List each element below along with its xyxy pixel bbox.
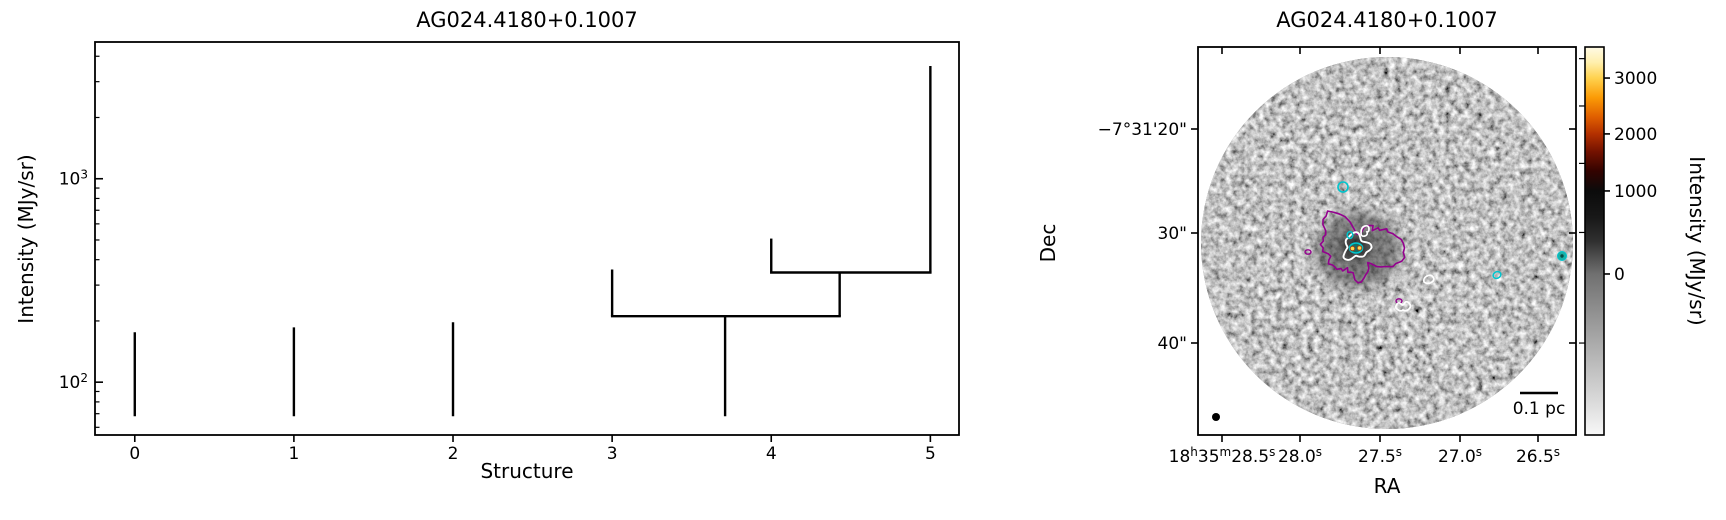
ra-tick-label: 28.0s	[1278, 445, 1322, 467]
left-y-axis-label: Intensity (MJy/sr)	[14, 154, 38, 324]
source-peak-dot	[1349, 245, 1356, 252]
colorbar-tick-label: 1000	[1614, 182, 1657, 202]
white-contour-small	[1394, 300, 1412, 312]
right-axes-frame	[1197, 46, 1577, 436]
beam-marker	[1212, 413, 1220, 421]
left-x-axis-label: Structure	[480, 459, 574, 483]
colorbar-strip	[1584, 46, 1605, 436]
dendrogram	[133, 66, 932, 417]
left-panel-title: AG024.4180+0.1007	[416, 8, 638, 32]
map-image-group	[1201, 57, 1573, 429]
white-contour-central	[1342, 231, 1373, 261]
dec-tick-label: −7°31'20"	[1098, 120, 1187, 140]
x-tick-label: 2	[448, 444, 459, 464]
white-contour-small	[1360, 224, 1370, 238]
source-peak-dot	[1356, 245, 1363, 251]
dec-tick-label: 40"	[1158, 334, 1187, 354]
white-contour-small	[1422, 274, 1435, 285]
right-x-axis-label: RA	[1373, 474, 1401, 498]
y-tick-label: 102	[59, 371, 88, 393]
magenta-contour-small	[1304, 249, 1312, 255]
ra-tick-label: 26.5s	[1516, 445, 1560, 467]
dec-tick-label: 30"	[1158, 224, 1187, 244]
magenta-contour	[1319, 210, 1406, 284]
dendrogram-panel: 102 103 0 1 2 3 4 5	[59, 41, 960, 464]
ra-tick-label: 27.0s	[1438, 445, 1482, 467]
contours	[1304, 181, 1567, 312]
right-panel-title: AG024.4180+0.1007	[1276, 8, 1498, 32]
colorbar-label: Intensity (MJy/sr)	[1685, 156, 1709, 326]
scalebar-label: 0.1 pc	[1512, 399, 1566, 419]
y-tick-label: 103	[59, 168, 88, 190]
ra-tick-label: 18h35m28.5s	[1169, 445, 1276, 467]
x-tick-label: 5	[925, 444, 936, 464]
colorbar-tick-label: 3000	[1614, 69, 1657, 89]
x-tick-label: 1	[288, 444, 299, 464]
x-tick-label: 0	[129, 444, 140, 464]
left-axes-frame	[94, 41, 960, 436]
cyan-contour	[1337, 181, 1349, 193]
x-tick-label: 4	[766, 444, 777, 464]
cyan-contour-small	[1346, 230, 1354, 240]
colorbar-tick-label: 0	[1614, 265, 1625, 285]
x-tick-label: 3	[607, 444, 618, 464]
colorbar: 3000 2000 1000 0	[1579, 46, 1657, 436]
cyan-dot-center	[1560, 254, 1564, 258]
colorbar-tick-label: 2000	[1614, 125, 1657, 145]
cyan-contour-small	[1492, 270, 1502, 280]
map-panel: 18h35m28.5s 28.0s 27.5s 27.0s 26.5s −7°31'20"…	[1098, 46, 1577, 467]
right-y-axis-label: Dec	[1036, 223, 1060, 263]
ra-tick-label: 27.5s	[1358, 445, 1402, 467]
